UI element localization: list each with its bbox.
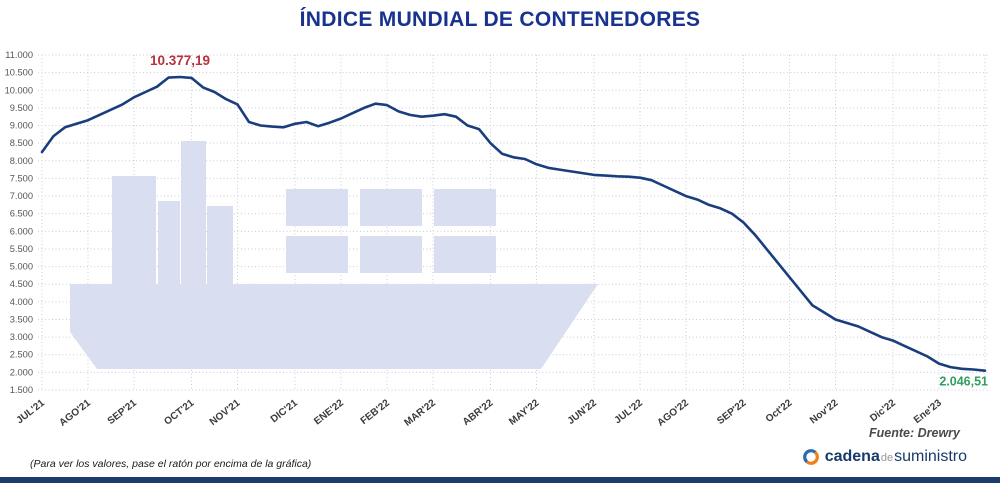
- y-axis-tick-label: 11.000: [5, 50, 33, 60]
- x-axis-tick-label: MAY'22: [507, 397, 542, 427]
- y-axis-tick-label: 5.500: [10, 244, 33, 254]
- x-axis-tick-label: FEB'22: [359, 397, 393, 427]
- latest-value-label: 2.046,51: [939, 375, 988, 389]
- y-axis-tick-label: 3.000: [10, 332, 33, 342]
- x-axis-tick-label: Oct'22: [764, 397, 795, 425]
- x-axis-tick-label: AGO'22: [655, 397, 691, 428]
- y-axis-tick-label: 3.500: [10, 314, 33, 324]
- logo-text-cadena: cadena: [824, 448, 880, 465]
- y-axis-tick-label: 1.500: [10, 385, 33, 395]
- y-axis-tick-label: 2.500: [10, 350, 33, 360]
- x-axis-tick-label: MAR'22: [402, 397, 438, 428]
- hover-hint-note: (Para ver los valores, pase el ratón por…: [30, 458, 312, 470]
- x-axis-tick-label: SEP'21: [106, 397, 140, 427]
- source-label: Fuente: Drewry: [869, 426, 960, 440]
- container-ship-watermark: [70, 141, 598, 369]
- logo-text-de: de: [880, 452, 894, 464]
- y-axis-tick-label: 8.500: [10, 138, 33, 148]
- x-axis-tick-label: ENE'22: [312, 397, 346, 427]
- x-axis-tick-label: JUN'22: [566, 397, 600, 427]
- x-axis-tick-label: JUL'21: [15, 397, 48, 426]
- x-axis-tick-label: SEP'22: [715, 397, 749, 427]
- logo-icon: [802, 449, 819, 465]
- y-axis-tick-label: 7.000: [10, 191, 33, 201]
- container-index-line: [40, 75, 987, 373]
- x-axis-tick-label: NOV'21: [208, 397, 243, 428]
- chart-title: ÍNDICE MUNDIAL DE CONTENEDORES: [299, 8, 701, 31]
- x-axis-tick-label: OCT'21: [162, 397, 196, 427]
- y-axis-tick-label: 10.000: [5, 85, 33, 95]
- cadena-de-suministro-logo[interactable]: cadenadesuministro: [802, 448, 967, 466]
- y-axis-tick-label: 4.000: [10, 297, 33, 307]
- y-axis-tick-label: 4.500: [10, 279, 33, 289]
- y-axis-tick-label: 9.000: [10, 121, 33, 131]
- x-axis-tick-label: Ene'23: [912, 397, 944, 426]
- index-line-series: [40, 75, 987, 373]
- wci-line-chart[interactable]: 11.000 10.500 10.000 9.500 9.000 8.500 8.000 7.…: [0, 0, 1000, 470]
- x-axis-tick-label: Dic'22: [868, 397, 898, 424]
- x-axis-tick-label: JUL'22: [613, 397, 646, 426]
- y-axis-tick-label: 5.000: [10, 262, 33, 272]
- peak-value-label: 10.377,19: [150, 53, 210, 68]
- footer-bar: [0, 477, 1000, 483]
- y-axis-tick-label: 6.000: [10, 226, 33, 236]
- y-axis-tick-label: 9.500: [10, 103, 33, 113]
- y-axis-tick-label: 6.500: [10, 209, 33, 219]
- y-axis-tick-label: 10.500: [5, 68, 33, 78]
- x-axis-tick-label: Nov'22: [808, 397, 841, 426]
- y-axis-tick-label: 7.500: [10, 173, 33, 183]
- y-axis-tick-label: 8.000: [10, 156, 33, 166]
- x-axis-tick-label: AGO'21: [57, 397, 93, 428]
- x-axis-tick-label: ABR'22: [461, 397, 496, 428]
- logo-text-suministro: suministro: [894, 448, 967, 465]
- y-axis-tick-label: 2.000: [10, 367, 33, 377]
- x-axis-tick-label: DIC'21: [269, 397, 300, 425]
